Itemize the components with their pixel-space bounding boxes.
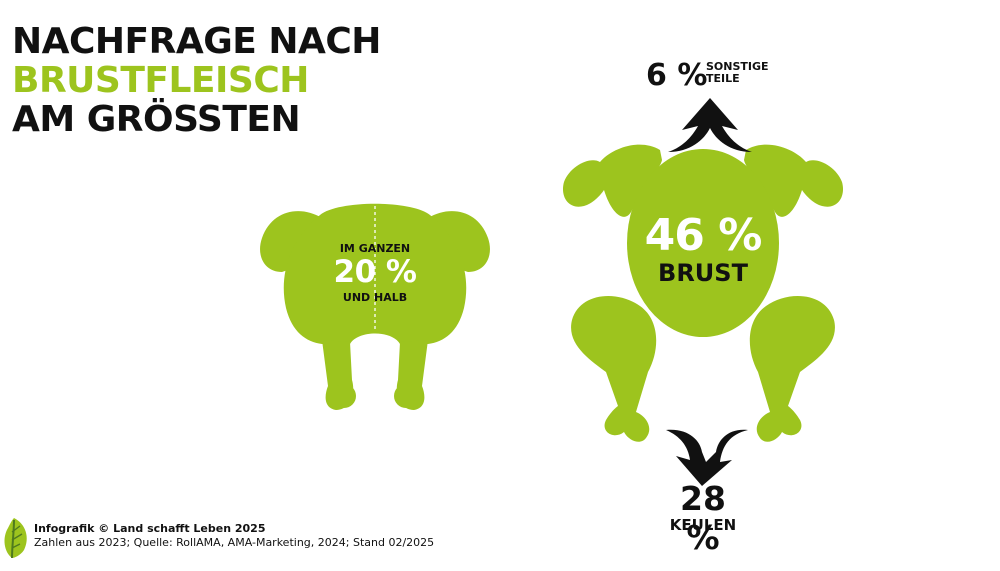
title-line-1: NACHFRAGE NACH — [12, 21, 381, 62]
other-parts-label-line-2: TEILE — [706, 72, 740, 85]
credit-footer: Infografik © Land schafft Leben 2025 Zah… — [34, 522, 434, 549]
whole-chicken-label-top: IM GANZEN — [339, 242, 411, 255]
arrow-up-icon — [668, 98, 752, 152]
arrow-down-icon — [666, 429, 748, 486]
whole-chicken-percentage: 20 % — [333, 254, 418, 290]
other-parts-label-line-1: SONSTIGE — [706, 60, 769, 73]
chicken-parts-icon — [562, 144, 844, 442]
legs-percentage: 28 % — [680, 479, 726, 557]
breast-label: BRUST — [658, 259, 748, 287]
title-line-2: BRUSTFLEISCH — [12, 60, 309, 101]
credit-main: Infografik © Land schafft Leben 2025 — [34, 522, 266, 535]
legs-label: KEULEN — [669, 516, 737, 534]
title-line-3: AM GRÖSSTEN — [12, 99, 301, 140]
breast-percentage: 46 % — [644, 210, 763, 261]
other-parts-label: SONSTIGE TEILE — [706, 61, 769, 85]
whole-chicken-icon — [260, 203, 490, 410]
leaf-logo-icon — [4, 518, 27, 559]
page-title: NACHFRAGE NACH BRUSTFLEISCH AM GRÖSSTEN — [12, 22, 381, 139]
credit-source: Zahlen aus 2023; Quelle: RollAMA, AMA-Ma… — [34, 536, 435, 549]
other-parts-percentage: 6 % — [646, 58, 708, 93]
whole-chicken-label-bottom: UND HALB — [342, 291, 408, 304]
